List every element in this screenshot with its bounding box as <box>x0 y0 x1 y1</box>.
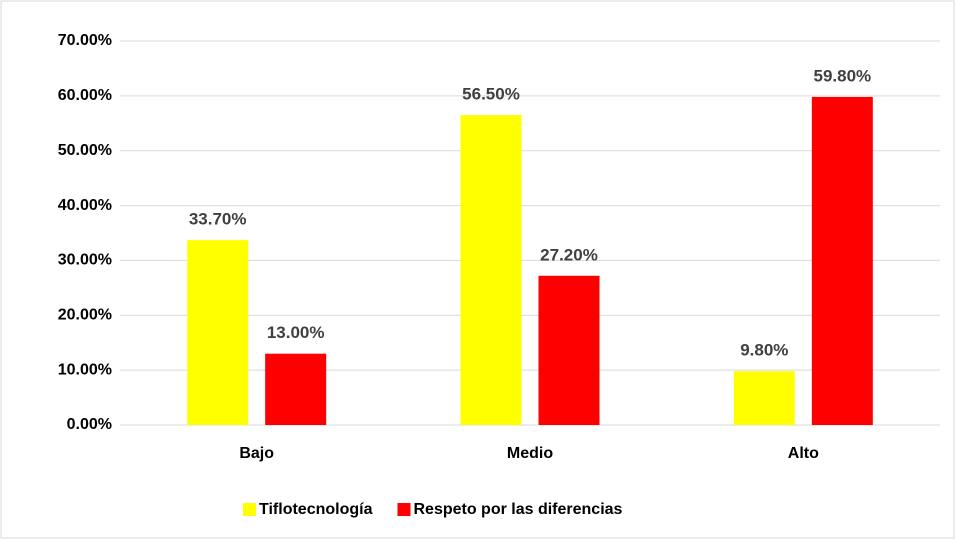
bar <box>538 275 600 425</box>
x-tick-label: Medio <box>507 445 553 462</box>
bar <box>733 371 795 425</box>
legend-label: Respeto por las diferencias <box>413 501 622 518</box>
value-label: 33.70% <box>189 210 247 229</box>
bar <box>187 240 249 425</box>
value-label: 9.80% <box>740 341 788 360</box>
bar <box>811 96 873 425</box>
y-tick-label: 10.00% <box>58 361 112 378</box>
value-label: 27.20% <box>540 245 598 264</box>
y-tick-label: 60.00% <box>58 87 112 104</box>
legend-swatch <box>397 503 411 516</box>
x-tick-label: Alto <box>788 445 819 462</box>
x-tick-label: Bajo <box>239 445 274 462</box>
legend-swatch <box>243 503 256 516</box>
y-tick-label: 70.00% <box>58 32 112 49</box>
value-label: 56.50% <box>462 85 520 104</box>
y-tick-label: 20.00% <box>58 307 112 324</box>
value-label: 59.80% <box>813 66 871 85</box>
y-tick-label: 50.00% <box>58 142 112 159</box>
bar <box>265 353 327 425</box>
y-tick-label: 40.00% <box>58 197 112 214</box>
bar <box>460 115 522 426</box>
legend-label: Tiflotecnología <box>259 501 373 518</box>
y-tick-label: 30.00% <box>58 252 112 269</box>
value-label: 13.00% <box>267 323 325 342</box>
y-tick-label: 0.00% <box>67 416 112 433</box>
